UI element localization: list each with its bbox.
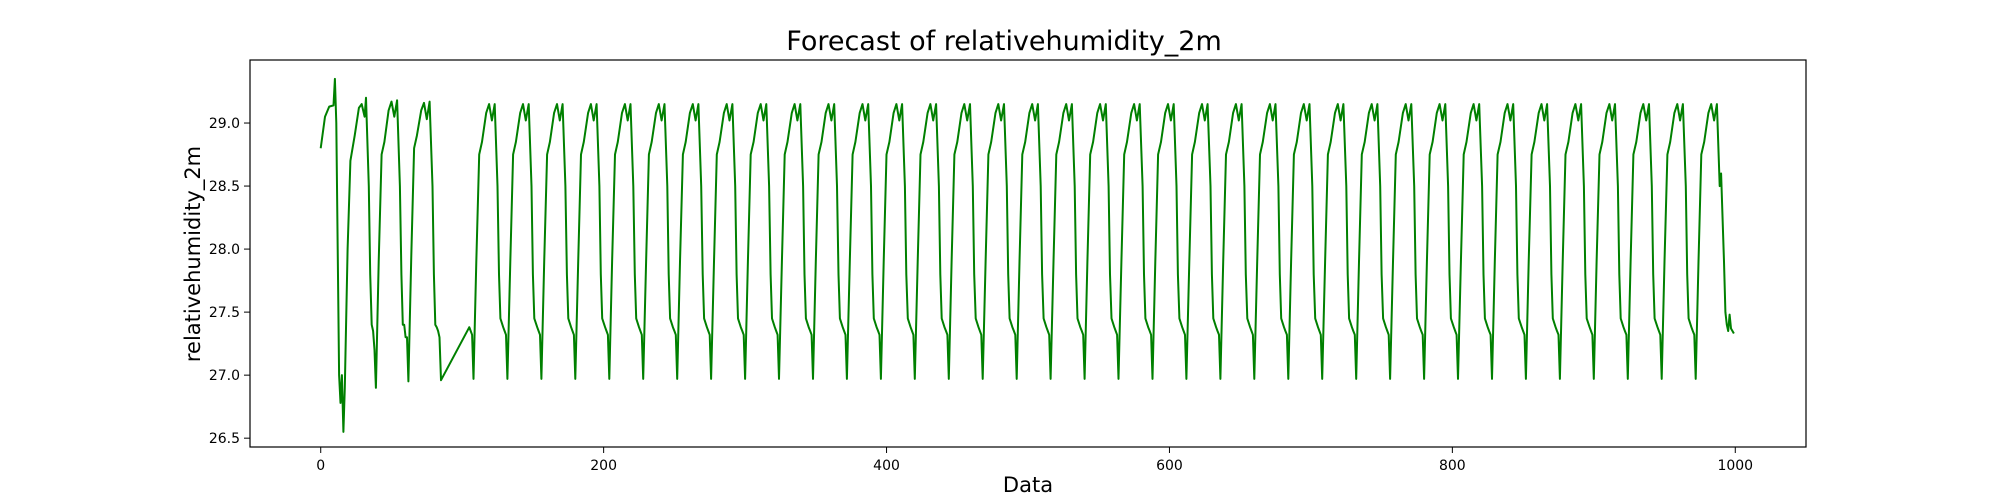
y-tick-label: 28.5 [209, 179, 240, 195]
y-axis-label: relativehumidity_2m [181, 146, 206, 362]
x-axis: 0 200 400 600 800 1000 [316, 447, 1753, 474]
series-group [319, 77, 1735, 433]
plot-frame [249, 59, 1807, 448]
x-tick-label: 1000 [1717, 458, 1753, 474]
x-tick-label: 600 [1156, 458, 1183, 474]
y-tick-label: 29.0 [209, 116, 240, 132]
x-tick-label: 0 [316, 458, 325, 474]
y-tick-label: 27.5 [209, 305, 240, 321]
chart-title: Forecast of relativehumidity_2m [786, 26, 1222, 57]
y-axis: 26.5 27.0 27.5 28.0 28.5 29.0 [209, 116, 250, 447]
y-tick-label: 28.0 [209, 242, 240, 258]
y-tick-label: 26.5 [209, 431, 240, 447]
series-line [319, 77, 1735, 433]
y-tick-label: 27.0 [209, 368, 240, 384]
x-tick-label: 200 [590, 458, 617, 474]
x-tick-label: 800 [1439, 458, 1466, 474]
x-tick-label: 400 [873, 458, 900, 474]
x-axis-label: Data [1003, 473, 1053, 497]
